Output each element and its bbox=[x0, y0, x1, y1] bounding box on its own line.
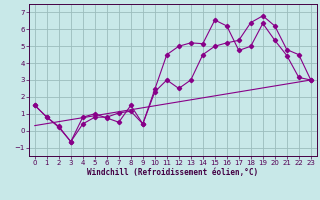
X-axis label: Windchill (Refroidissement éolien,°C): Windchill (Refroidissement éolien,°C) bbox=[87, 168, 258, 177]
